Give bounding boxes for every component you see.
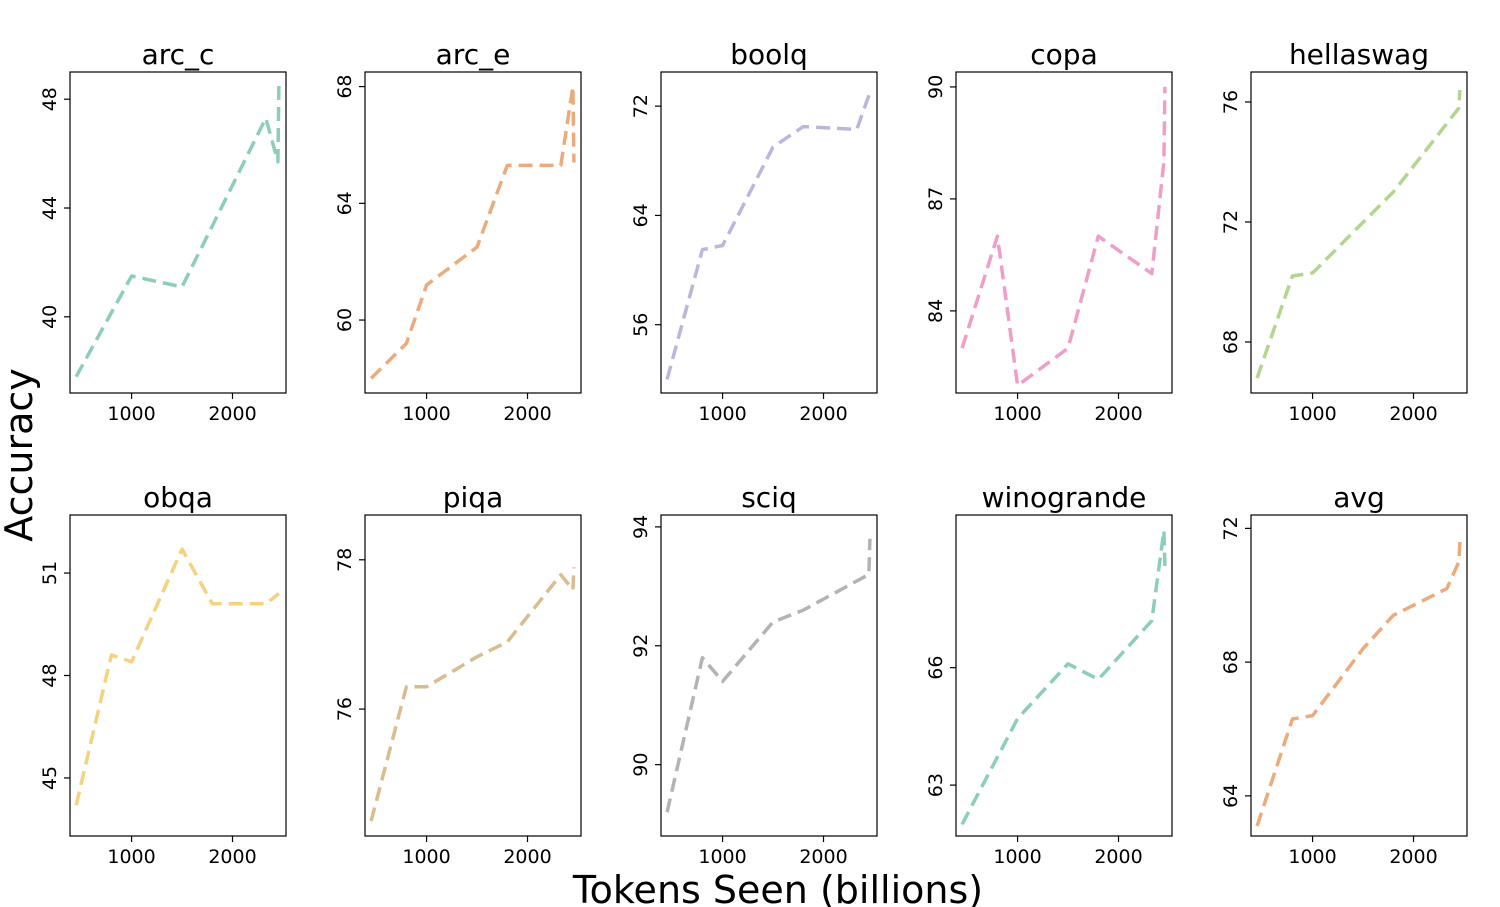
subplot-title: arc_e xyxy=(436,38,511,71)
plot-frame xyxy=(955,71,1173,394)
subplot-piqa: piqa 1000 2000 76 78 xyxy=(334,481,582,868)
subplot-boolq: boolq 1000 2000 56 64 72 xyxy=(630,38,878,425)
x-tick-label: 1000 xyxy=(993,846,1041,868)
x-tick-label: 2000 xyxy=(503,846,551,868)
subplot-title: boolq xyxy=(730,38,808,71)
figure-x-axis-label: Tokens Seen (billions) xyxy=(572,868,983,907)
series-line-boolq xyxy=(665,91,872,380)
y-tick-label: 68 xyxy=(334,74,356,98)
x-tick-label: 1000 xyxy=(107,846,155,868)
y-tick-label: 45 xyxy=(39,766,61,790)
subplot-avg: avg 1000 2000 64 68 72 xyxy=(1220,481,1468,868)
y-tick-label: 40 xyxy=(39,305,61,329)
subplot-winogrande: winogrande 1000 2000 63 66 xyxy=(925,481,1173,868)
subplot-grid: arc_c 1000 2000 40 44 48 arc_e 1000 2000 60 64 68 bo… xyxy=(39,38,1468,868)
y-tick-label: 64 xyxy=(630,203,652,227)
subplot-title: hellaswag xyxy=(1289,38,1429,71)
y-tick-label: 94 xyxy=(630,515,652,539)
subplot-title: winogrande xyxy=(982,481,1147,514)
y-tick-label: 56 xyxy=(630,313,652,337)
plot-frame xyxy=(1250,71,1468,394)
subplot-obqa: obqa 1000 2000 45 48 51 xyxy=(39,481,287,868)
subplot-sciq: sciq 1000 2000 90 92 94 xyxy=(630,481,878,868)
plot-frame xyxy=(69,71,287,394)
y-tick-label: 48 xyxy=(39,87,61,111)
x-tick-label: 2000 xyxy=(1094,403,1142,425)
subplot-arc_c: arc_c 1000 2000 40 44 48 xyxy=(39,38,287,425)
plot-frame xyxy=(69,514,287,837)
series-line-piqa xyxy=(369,567,576,822)
series-line-arc_e xyxy=(369,84,576,380)
y-tick-label: 60 xyxy=(334,308,356,332)
subplot-title: obqa xyxy=(143,481,213,514)
plot-frame xyxy=(955,514,1173,837)
plot-frame xyxy=(1250,514,1468,837)
y-tick-label: 72 xyxy=(630,94,652,118)
subplot-title: avg xyxy=(1333,481,1385,514)
subplot-title: sciq xyxy=(741,481,797,514)
subplot-hellaswag: hellaswag 1000 2000 68 72 76 xyxy=(1220,38,1468,425)
x-tick-label: 2000 xyxy=(1389,846,1437,868)
x-tick-label: 2000 xyxy=(1094,846,1142,868)
y-tick-label: 63 xyxy=(925,773,947,797)
series-line-copa xyxy=(960,86,1167,388)
x-tick-label: 1000 xyxy=(402,403,450,425)
x-tick-label: 2000 xyxy=(503,403,551,425)
x-tick-label: 1000 xyxy=(698,403,746,425)
y-tick-label: 92 xyxy=(630,634,652,658)
plot-frame xyxy=(660,71,878,394)
x-tick-label: 2000 xyxy=(799,846,847,868)
y-tick-label: 90 xyxy=(630,753,652,777)
y-tick-label: 76 xyxy=(334,697,356,721)
y-tick-label: 72 xyxy=(1220,210,1242,234)
x-tick-label: 2000 xyxy=(208,846,256,868)
x-tick-label: 2000 xyxy=(1389,403,1437,425)
x-tick-label: 2000 xyxy=(208,403,256,425)
series-line-winogrande xyxy=(960,528,1167,826)
y-tick-label: 78 xyxy=(334,548,356,572)
x-tick-label: 1000 xyxy=(698,846,746,868)
subplot-arc_e: arc_e 1000 2000 60 64 68 xyxy=(334,38,582,425)
series-line-obqa xyxy=(74,547,280,806)
y-tick-label: 76 xyxy=(1220,90,1242,114)
y-tick-label: 64 xyxy=(334,191,356,215)
series-line-hellaswag xyxy=(1255,89,1462,379)
y-tick-label: 84 xyxy=(925,299,947,323)
y-tick-label: 64 xyxy=(1220,784,1242,808)
subplot-title: arc_c xyxy=(142,38,215,71)
series-line-sciq xyxy=(665,538,872,813)
series-line-arc_c xyxy=(74,85,281,378)
y-tick-label: 68 xyxy=(1220,650,1242,674)
plot-frame xyxy=(364,514,582,837)
x-tick-label: 1000 xyxy=(1288,846,1336,868)
figure-y-axis-label: Accuracy xyxy=(0,368,41,542)
x-tick-label: 1000 xyxy=(402,846,450,868)
subplot-title: copa xyxy=(1030,38,1097,71)
x-tick-label: 1000 xyxy=(1288,403,1336,425)
y-tick-label: 66 xyxy=(925,656,947,680)
y-tick-label: 48 xyxy=(39,663,61,687)
y-tick-label: 51 xyxy=(39,561,61,585)
x-tick-label: 1000 xyxy=(993,403,1041,425)
y-tick-label: 44 xyxy=(39,196,61,220)
subplot-copa: copa 1000 2000 84 87 90 xyxy=(925,38,1173,425)
plot-frame xyxy=(660,514,878,837)
y-tick-label: 90 xyxy=(925,75,947,99)
subplot-title: piqa xyxy=(443,481,503,514)
y-tick-label: 68 xyxy=(1220,330,1242,354)
y-tick-label: 72 xyxy=(1220,516,1242,540)
plot-frame xyxy=(364,71,582,394)
series-line-avg xyxy=(1255,541,1462,827)
x-tick-label: 2000 xyxy=(799,403,847,425)
x-tick-label: 1000 xyxy=(107,403,155,425)
y-tick-label: 87 xyxy=(925,187,947,211)
